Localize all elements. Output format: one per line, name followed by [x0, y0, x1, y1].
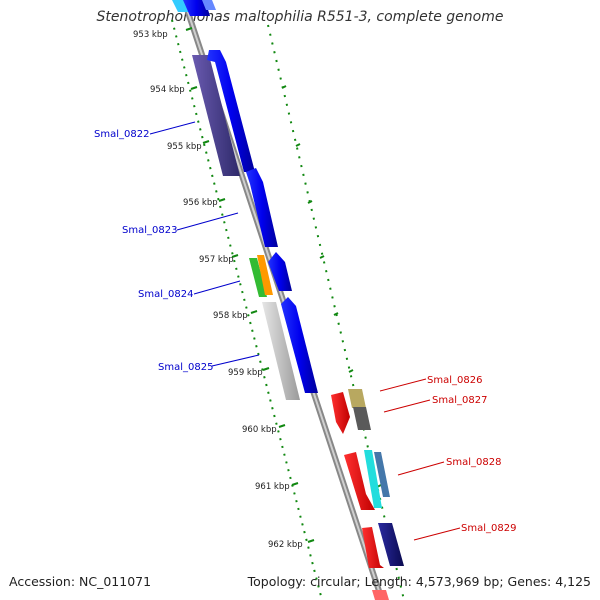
gene-label-smal-0826[interactable]: Smal_0826: [427, 375, 482, 386]
gene-smal-0824-blue[interactable]: [268, 252, 292, 291]
tick-label-958: 958 kbp: [213, 311, 248, 321]
gene-bottom-partial: [372, 590, 389, 600]
gene-smal-0823[interactable]: [246, 168, 278, 247]
gene-smal-0824-orange[interactable]: [257, 255, 273, 295]
gene-smal-0828[interactable]: [344, 452, 375, 510]
ruler-ticks: [185, 27, 315, 543]
gene-label-smal-0825[interactable]: Smal_0825: [158, 362, 213, 373]
gene-top-partial: [172, 0, 216, 16]
tick-label-956: 956 kbp: [183, 198, 218, 208]
gene-smal-0829-navy[interactable]: [378, 523, 404, 566]
inner-ruler: [171, 19, 323, 600]
gene-label-smal-0828[interactable]: Smal_0828: [446, 457, 501, 468]
tick-label-961: 961 kbp: [255, 482, 290, 492]
gene-smal-0827[interactable]: [353, 407, 371, 430]
gene-smal-0828-steel[interactable]: [374, 452, 390, 497]
tick-label-953: 953 kbp: [133, 30, 168, 40]
tick-label-962: 962 kbp: [268, 540, 303, 550]
gene-smal-0825[interactable]: [281, 297, 318, 393]
gene-label-smal-0829[interactable]: Smal_0829: [461, 523, 516, 534]
gene-smal-0822[interactable]: [207, 50, 255, 172]
genome-summary: Topology: circular; Length: 4,573,969 bp…: [247, 574, 591, 589]
gene-smal-0824-green[interactable]: [249, 258, 267, 297]
gene-label-smal-0823[interactable]: Smal_0823: [122, 225, 177, 236]
gene-smal-0826[interactable]: [331, 392, 350, 434]
gene-smal-0822-inner[interactable]: [192, 55, 240, 176]
gene-smal-0829[interactable]: [362, 527, 384, 568]
right-leader-lines: [379, 378, 461, 541]
tick-label-954: 954 kbp: [150, 85, 185, 95]
tick-label-959: 959 kbp: [228, 368, 263, 378]
gene-label-smal-0824[interactable]: Smal_0824: [138, 289, 193, 300]
gene-label-smal-0822[interactable]: Smal_0822: [94, 129, 149, 140]
gene-smal-0828-cyan[interactable]: [364, 450, 382, 508]
tick-label-957: 957 kbp: [199, 255, 234, 265]
gene-smal-0827-olive[interactable]: [348, 389, 366, 408]
gene-label-smal-0827[interactable]: Smal_0827: [432, 395, 487, 406]
tick-label-960: 960 kbp: [242, 425, 277, 435]
accession-text: Accession: NC_011071: [9, 574, 152, 589]
tick-label-955: 955 kbp: [167, 142, 202, 152]
left-leader-lines: [149, 121, 260, 367]
gene-smal-0825-gray[interactable]: [262, 302, 300, 400]
